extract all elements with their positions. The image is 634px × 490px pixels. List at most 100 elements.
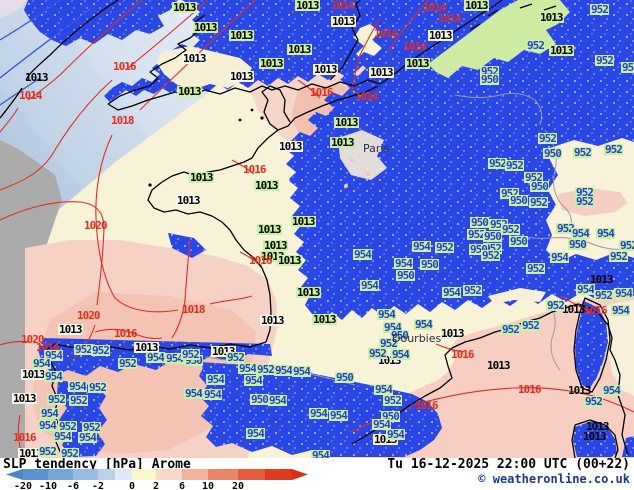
pressure-label: 952 — [501, 223, 520, 236]
pressure-label: 1018 — [111, 114, 134, 127]
pressure-label: 952 — [47, 393, 66, 406]
scale-tick-label: 10 — [201, 481, 215, 490]
pressure-label: 954 — [442, 286, 461, 299]
pressure-label: 950 — [483, 230, 502, 243]
map-graphic — [0, 0, 634, 458]
pressure-label: 952 — [74, 343, 93, 356]
blue-area-right-strip — [622, 436, 634, 457]
pressure-label: 954 — [602, 384, 621, 397]
pressure-label: 952 — [58, 420, 77, 433]
pressure-label: 952 — [505, 159, 524, 172]
pressure-label: 1013 — [373, 434, 398, 445]
island-dot — [250, 108, 254, 112]
pressure-label: 950 — [530, 180, 549, 193]
pressure-label: 954 — [244, 374, 263, 387]
scale-arrow-right — [292, 469, 308, 480]
pressure-label: 1013 — [134, 341, 159, 354]
pressure-label: 952 — [501, 323, 520, 336]
pressure-label: 954 — [184, 387, 203, 400]
pressure-label: 1014 — [403, 40, 426, 53]
pressure-label: 954 — [309, 407, 328, 420]
pressure-label: 950 — [184, 354, 203, 367]
pressure-label: 1013 — [562, 303, 585, 316]
pressure-label: 1013 — [263, 239, 288, 252]
pressure-label: 1014 — [374, 27, 397, 40]
pressure-label: 952 — [483, 242, 502, 255]
forecast-datetime: Tu 16-12-2025 22:00 UTC (00+22) — [387, 457, 630, 472]
pressure-label: 1013 — [441, 327, 464, 340]
pressure-label: 950 — [335, 371, 354, 384]
pressure-label: 954 — [68, 380, 87, 393]
pressure-label: 950 — [509, 235, 528, 248]
island-dot — [260, 116, 264, 120]
pressure-label: 952 — [181, 348, 200, 361]
scale-cell — [115, 469, 132, 480]
pressure-label: 954 — [383, 321, 402, 334]
pressure-label: 1013 — [549, 44, 574, 57]
pressure-label: 1013 — [278, 140, 303, 153]
pressure-label: 1013 — [12, 392, 37, 405]
color-scale-ticks: -20 -10 -6 -2 0 2 6 10 20 — [0, 481, 320, 490]
pressure-label: 1013 — [21, 368, 46, 381]
pressure-label: 952 — [226, 351, 245, 364]
pressure-label: 954 — [44, 349, 63, 362]
pressure-label: 1016 — [114, 327, 137, 340]
pressure-label: 1013 — [377, 354, 402, 367]
scale-tick-label: 2 — [152, 481, 160, 490]
pressure-label: 952 — [435, 241, 454, 254]
pressure-label: 952 — [60, 447, 79, 458]
blue-area-sardinia — [573, 421, 617, 457]
pressure-label: 1013 — [334, 116, 359, 129]
scale-cell — [73, 469, 98, 480]
pressure-label: 1013 — [229, 29, 254, 42]
pressure-label: 952 — [500, 187, 519, 200]
pressure-label: 1013 — [177, 85, 202, 98]
pressure-label: 952 — [595, 54, 614, 67]
scale-cell — [156, 469, 182, 480]
pressure-label: 1013 — [189, 171, 214, 184]
sea-area-northwest — [0, 0, 336, 258]
pressure-label: 1013 — [254, 179, 279, 192]
land-patch-benelux — [428, 0, 570, 78]
pressure-label: 1013 — [260, 250, 285, 263]
pressure-label: 1014 — [355, 90, 378, 103]
pressure-label: 1013 — [18, 447, 43, 458]
city-label: Dourbies — [392, 332, 442, 345]
pressure-label: 952 — [489, 218, 508, 231]
pressure-label: 1013 — [539, 11, 564, 24]
pressure-label: 952 — [526, 39, 545, 52]
pink-speck — [378, 148, 382, 152]
pressure-label: 952 — [521, 319, 540, 332]
scale-tick-label: 20 — [231, 481, 245, 490]
pressure-label: 1013 — [257, 223, 282, 236]
pressure-label: 1016 — [243, 163, 266, 176]
pressure-label: 950 — [250, 393, 269, 406]
pressure-label: 952 — [594, 289, 613, 302]
pressure-label: 954 — [206, 373, 225, 386]
pressure-label: 1016 — [415, 399, 438, 412]
pressure-label: 952 — [379, 337, 398, 350]
blue-area-corsica — [575, 301, 608, 389]
cream-patch-sw-england — [156, 46, 252, 90]
pressure-label: 952 — [529, 196, 548, 209]
pressure-label: 954 — [238, 362, 257, 375]
scale-tick-label: 6 — [178, 481, 186, 490]
pressure-label: 1013 — [260, 314, 285, 327]
pink-speck — [344, 184, 348, 188]
island-dot — [238, 118, 242, 122]
pressure-label: 954 — [571, 227, 590, 240]
pressure-label: 954 — [329, 409, 348, 422]
scale-tick-label: 0 — [128, 481, 136, 490]
pressure-label: 1016 — [451, 348, 474, 361]
scale-arrow-left — [6, 469, 23, 480]
pressure-label: 952 — [480, 65, 499, 78]
pressure-label: 954 — [360, 279, 379, 292]
pressure-label: 1014 — [19, 89, 42, 102]
pressure-label: 950 — [543, 147, 562, 160]
pressure-label: 1013 — [312, 313, 337, 326]
scale-tick-label: -10 — [38, 481, 58, 490]
pressure-label: 1013 — [313, 63, 338, 76]
pressure-label: 952 — [91, 344, 110, 357]
pressure-label: 954 — [372, 418, 391, 431]
pressure-label: 1013 — [583, 430, 606, 443]
